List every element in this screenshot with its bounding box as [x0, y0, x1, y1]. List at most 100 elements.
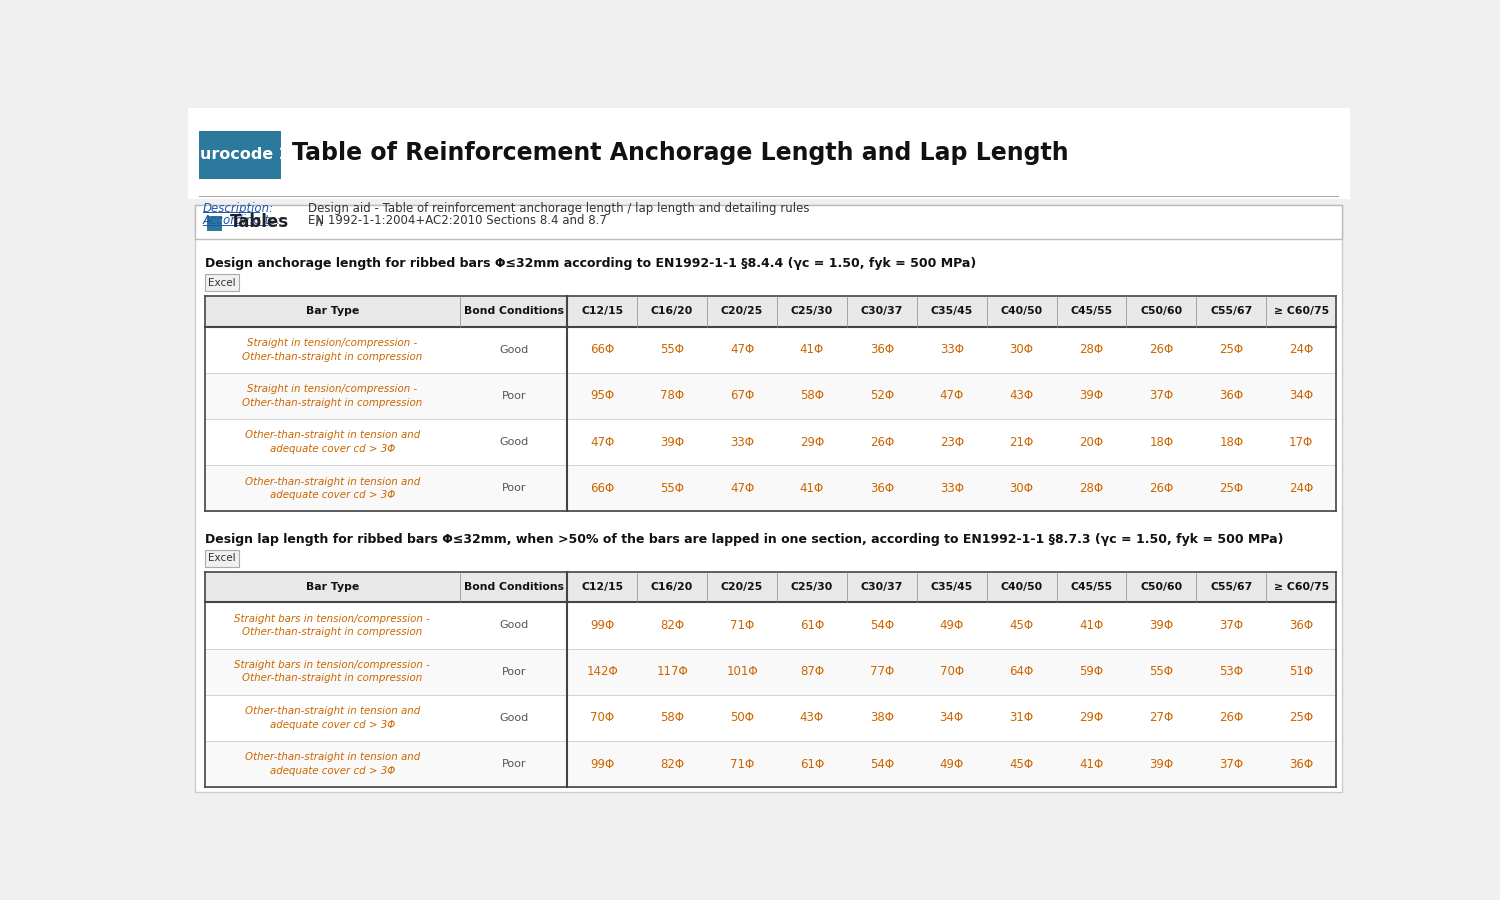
Text: 50Φ: 50Φ: [730, 711, 754, 724]
Text: 45Φ: 45Φ: [1010, 619, 1034, 632]
Text: Design aid - Table of reinforcement anchorage length / lap length and detailing : Design aid - Table of reinforcement anch…: [308, 202, 809, 214]
Text: 43Φ: 43Φ: [1010, 390, 1034, 402]
Text: C30/37: C30/37: [861, 582, 903, 592]
Text: 26Φ: 26Φ: [1149, 343, 1173, 356]
Text: C45/55: C45/55: [1071, 306, 1113, 316]
Text: 51Φ: 51Φ: [1288, 665, 1314, 678]
Text: C16/20: C16/20: [651, 582, 693, 592]
Text: 39Φ: 39Φ: [660, 436, 684, 449]
Text: 21Φ: 21Φ: [1010, 436, 1034, 449]
Text: Eurocode 2: Eurocode 2: [189, 148, 291, 163]
Text: Other-than-straight in tension and
adequate cover cd > 3Φ: Other-than-straight in tension and adequ…: [244, 430, 420, 454]
Text: Poor: Poor: [501, 667, 526, 677]
Text: 71Φ: 71Φ: [730, 619, 754, 632]
Text: 36Φ: 36Φ: [870, 343, 894, 356]
Text: 36Φ: 36Φ: [1220, 390, 1244, 402]
Text: 31Φ: 31Φ: [1010, 711, 1034, 724]
Text: 52Φ: 52Φ: [870, 390, 894, 402]
Text: C40/50: C40/50: [1000, 582, 1042, 592]
Text: 61Φ: 61Φ: [800, 758, 824, 770]
Text: 41Φ: 41Φ: [800, 343, 824, 356]
Text: Poor: Poor: [501, 391, 526, 401]
Text: 25Φ: 25Φ: [1220, 482, 1244, 495]
Text: Other-than-straight in tension and
adequate cover cd > 3Φ: Other-than-straight in tension and adequ…: [244, 752, 420, 776]
Text: C12/15: C12/15: [580, 582, 624, 592]
Text: 47Φ: 47Φ: [939, 390, 964, 402]
Text: 142Φ: 142Φ: [586, 665, 618, 678]
Text: 49Φ: 49Φ: [939, 619, 964, 632]
FancyBboxPatch shape: [204, 465, 1336, 511]
Text: Description:: Description:: [202, 202, 274, 214]
FancyBboxPatch shape: [204, 741, 1336, 788]
Text: 77Φ: 77Φ: [870, 665, 894, 678]
FancyBboxPatch shape: [204, 695, 1336, 741]
FancyBboxPatch shape: [204, 373, 1336, 419]
Text: 20Φ: 20Φ: [1080, 436, 1104, 449]
Text: Other-than-straight in tension and
adequate cover cd > 3Φ: Other-than-straight in tension and adequ…: [244, 477, 420, 500]
Text: Bond Conditions: Bond Conditions: [464, 582, 564, 592]
Text: 82Φ: 82Φ: [660, 619, 684, 632]
FancyBboxPatch shape: [204, 296, 1336, 327]
Text: 24Φ: 24Φ: [1288, 482, 1314, 495]
Text: Design lap length for ribbed bars Φ≤32mm, when >50% of the bars are lapped in on: Design lap length for ribbed bars Φ≤32mm…: [204, 533, 1282, 546]
Text: 47Φ: 47Φ: [730, 343, 754, 356]
Text: According to:: According to:: [202, 214, 282, 227]
Text: Good: Good: [500, 345, 528, 355]
FancyBboxPatch shape: [204, 649, 1336, 695]
Text: 95Φ: 95Φ: [590, 390, 615, 402]
FancyBboxPatch shape: [204, 274, 238, 292]
Text: 37Φ: 37Φ: [1220, 619, 1244, 632]
Text: ≥ C60/75: ≥ C60/75: [1274, 306, 1329, 316]
Text: 37Φ: 37Φ: [1220, 758, 1244, 770]
Text: Poor: Poor: [501, 483, 526, 493]
Text: 41Φ: 41Φ: [1080, 619, 1104, 632]
Text: C30/37: C30/37: [861, 306, 903, 316]
FancyBboxPatch shape: [188, 108, 1350, 199]
Text: 34Φ: 34Φ: [1288, 390, 1314, 402]
Text: 59Φ: 59Φ: [1080, 665, 1104, 678]
Text: 78Φ: 78Φ: [660, 390, 684, 402]
Text: 66Φ: 66Φ: [590, 482, 615, 495]
Text: 30Φ: 30Φ: [1010, 343, 1034, 356]
Text: 43Φ: 43Φ: [800, 711, 824, 724]
Text: 54Φ: 54Φ: [870, 619, 894, 632]
Text: C25/30: C25/30: [790, 582, 832, 592]
Text: Straight in tension/compression -
Other-than-straight in compression: Straight in tension/compression - Other-…: [243, 338, 423, 362]
Text: 70Φ: 70Φ: [590, 711, 615, 724]
Text: 26Φ: 26Φ: [1149, 482, 1173, 495]
Text: C16/20: C16/20: [651, 306, 693, 316]
Text: Straight bars in tension/compression -
Other-than-straight in compression: Straight bars in tension/compression - O…: [234, 614, 430, 637]
Text: 34Φ: 34Φ: [939, 711, 964, 724]
Text: Good: Good: [500, 437, 528, 447]
Text: 87Φ: 87Φ: [800, 665, 824, 678]
Text: 55Φ: 55Φ: [660, 343, 684, 356]
Text: C55/67: C55/67: [1210, 582, 1252, 592]
Text: 53Φ: 53Φ: [1220, 665, 1244, 678]
Text: 26Φ: 26Φ: [1220, 711, 1244, 724]
Text: 67Φ: 67Φ: [730, 390, 754, 402]
Text: Bar Type: Bar Type: [306, 582, 358, 592]
Text: Bond Conditions: Bond Conditions: [464, 306, 564, 316]
Text: C20/25: C20/25: [722, 306, 764, 316]
Text: Straight in tension/compression -
Other-than-straight in compression: Straight in tension/compression - Other-…: [243, 384, 423, 408]
Text: Design anchorage length for ribbed bars Φ≤32mm according to EN1992-1-1 §8.4.4 (γ: Design anchorage length for ribbed bars …: [204, 257, 976, 270]
Text: C55/67: C55/67: [1210, 306, 1252, 316]
Text: 18Φ: 18Φ: [1220, 436, 1244, 449]
FancyBboxPatch shape: [204, 327, 1336, 373]
Text: 29Φ: 29Φ: [800, 436, 824, 449]
Text: Table of Reinforcement Anchorage Length and Lap Length: Table of Reinforcement Anchorage Length …: [292, 140, 1068, 165]
Text: 101Φ: 101Φ: [726, 665, 758, 678]
Text: 28Φ: 28Φ: [1080, 343, 1104, 356]
Text: 99Φ: 99Φ: [590, 619, 615, 632]
Text: 28Φ: 28Φ: [1080, 482, 1104, 495]
Text: 29Φ: 29Φ: [1080, 711, 1104, 724]
Text: C40/50: C40/50: [1000, 306, 1042, 316]
Text: C12/15: C12/15: [580, 306, 624, 316]
Text: 58Φ: 58Φ: [800, 390, 824, 402]
Text: C35/45: C35/45: [930, 306, 974, 316]
FancyBboxPatch shape: [204, 550, 238, 567]
Text: 82Φ: 82Φ: [660, 758, 684, 770]
Text: Tables: Tables: [230, 213, 290, 231]
FancyBboxPatch shape: [195, 205, 1342, 239]
Text: 64Φ: 64Φ: [1010, 665, 1034, 678]
